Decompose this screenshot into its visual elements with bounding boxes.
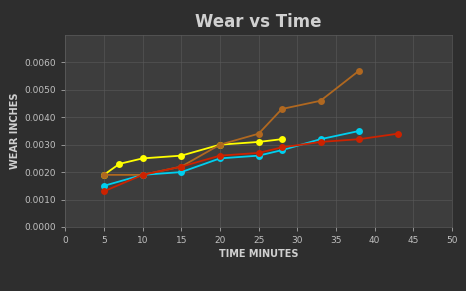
Line: CA515: CA515	[101, 130, 401, 195]
PV710	[101, 184, 107, 188]
PV710	[217, 157, 223, 160]
Y-axis label: WEAR INCHES: WEAR INCHES	[10, 93, 21, 169]
CA515	[279, 146, 285, 149]
PV710	[279, 148, 285, 152]
CCX	[217, 143, 223, 146]
CA515	[140, 173, 145, 177]
CA515	[101, 189, 107, 193]
Line: TN620: TN620	[101, 67, 363, 178]
TN620	[178, 165, 184, 168]
CA515	[318, 140, 323, 144]
CA515	[217, 154, 223, 157]
CCX	[178, 154, 184, 157]
Legend: CCX, PV710, TN620, CA515: CCX, PV710, TN620, CA515	[138, 290, 379, 291]
TN620	[356, 69, 362, 72]
Line: CCX: CCX	[101, 136, 285, 178]
CA515	[395, 132, 401, 135]
CCX	[116, 162, 122, 166]
CA515	[356, 137, 362, 141]
X-axis label: TIME MINUTES: TIME MINUTES	[219, 249, 298, 259]
PV710	[318, 137, 323, 141]
TN620	[101, 173, 107, 177]
Title: Wear vs Time: Wear vs Time	[195, 13, 322, 31]
CA515	[256, 151, 261, 155]
CCX	[101, 173, 107, 177]
CCX	[140, 157, 145, 160]
TN620	[279, 107, 285, 111]
TN620	[140, 173, 145, 177]
PV710	[256, 154, 261, 157]
PV710	[356, 129, 362, 133]
TN620	[217, 143, 223, 146]
PV710	[178, 170, 184, 174]
CCX	[256, 140, 261, 144]
CA515	[178, 165, 184, 168]
Line: PV710: PV710	[101, 127, 363, 189]
CCX	[279, 137, 285, 141]
TN620	[318, 99, 323, 102]
PV710	[140, 173, 145, 177]
TN620	[256, 132, 261, 135]
